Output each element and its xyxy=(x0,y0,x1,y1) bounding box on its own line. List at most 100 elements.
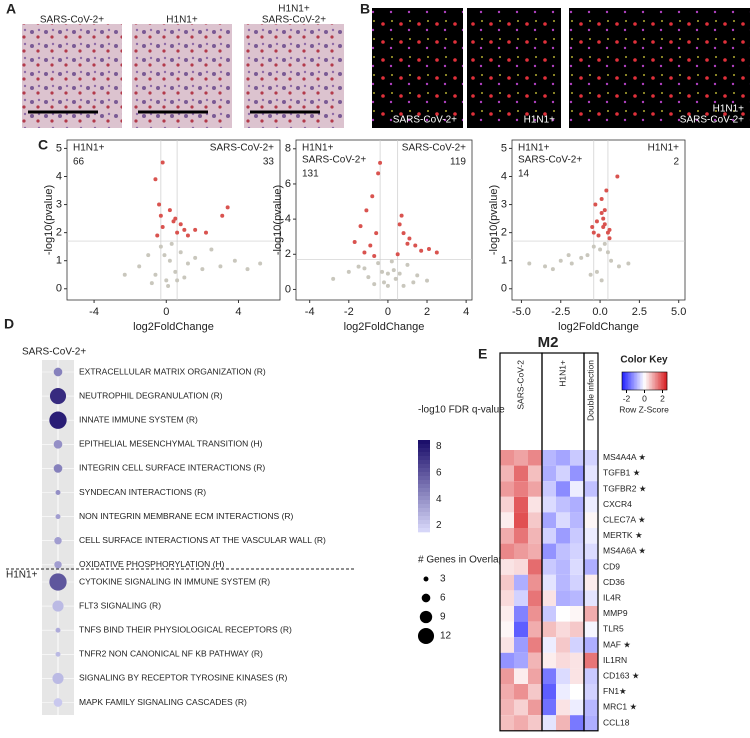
gene-point xyxy=(220,213,225,218)
term-label: NON INTEGRIN MEMBRANE ECM INTERACTIONS (… xyxy=(79,511,294,521)
y-tick-label: 0 xyxy=(285,283,291,295)
heatmap-cell xyxy=(570,715,584,731)
gene-label: MERTK ★ xyxy=(603,530,643,540)
heatmap-cell xyxy=(556,715,570,731)
heatmap-cell xyxy=(514,543,528,560)
heatmap-cell xyxy=(514,621,528,638)
color-bar-step xyxy=(418,488,430,493)
gene-label: TLR5 xyxy=(603,624,624,634)
enrichment-dot xyxy=(55,514,61,520)
key-step xyxy=(650,372,653,390)
gene-point xyxy=(599,210,604,215)
group-header: H1N1+ xyxy=(557,360,567,387)
y-tick-label: 0 xyxy=(501,283,507,295)
gene-point xyxy=(358,224,363,229)
size-key-label: 6 xyxy=(440,593,446,604)
gene-point xyxy=(122,272,127,277)
term-label: TNFS BIND THEIR PHYSIOLOGICAL RECEPTORS … xyxy=(79,624,292,634)
fluorescence-image xyxy=(372,8,463,128)
y-tick-label: 2 xyxy=(56,227,62,239)
heatmap-cell xyxy=(542,715,556,731)
heatmap-cell xyxy=(528,637,542,653)
gene-point xyxy=(356,264,361,269)
key-step xyxy=(628,372,630,390)
gene-point xyxy=(137,264,142,269)
gene-label: FN1★ xyxy=(603,686,627,696)
enrichment-dot xyxy=(55,490,61,495)
gene-point xyxy=(401,231,406,236)
gene-point xyxy=(178,250,183,255)
heatmap-cell xyxy=(556,637,570,653)
gene-label: CD36 xyxy=(603,577,625,587)
y-tick-label: 8 xyxy=(285,143,291,155)
key-step xyxy=(649,372,651,390)
key-step xyxy=(653,372,656,390)
heatmap-cell xyxy=(584,465,598,482)
heatmap-cell xyxy=(556,450,570,466)
key-step xyxy=(662,372,665,390)
heatmap-cell xyxy=(528,606,542,622)
gene-point xyxy=(607,227,612,232)
heatmap-cell xyxy=(514,637,528,653)
color-bar-step xyxy=(418,520,430,525)
heatmap-cell xyxy=(556,465,570,482)
heatmap-cell xyxy=(542,574,556,591)
enrichment-dot xyxy=(53,698,63,707)
group-annotation: SARS-CoV-2+ xyxy=(210,143,274,154)
heatmap-cell xyxy=(584,668,598,684)
color-bar-step xyxy=(418,524,430,529)
heatmap-cell xyxy=(500,715,514,731)
heatmap-cell xyxy=(528,715,542,731)
enrichment-dot xyxy=(49,573,67,591)
heatmap-cell xyxy=(500,559,514,575)
heatmap-cell xyxy=(570,512,584,528)
color-bar-step xyxy=(418,472,430,477)
gene-point xyxy=(426,247,431,252)
gene-label: TGFBR2 ★ xyxy=(603,483,647,493)
key-step xyxy=(664,372,666,390)
heatmap-cell xyxy=(500,668,514,684)
heatmap-cell xyxy=(500,606,514,622)
heatmap-cell xyxy=(528,590,542,606)
heatmap-cell xyxy=(514,574,528,591)
gene-point xyxy=(609,258,614,263)
key-step xyxy=(655,372,657,390)
gene-point xyxy=(405,262,410,267)
heatmap-cell xyxy=(584,481,598,497)
gene-point xyxy=(527,261,532,266)
gene-point xyxy=(153,177,158,182)
heatmap-cell xyxy=(528,621,542,638)
heatmap-cell xyxy=(500,528,514,544)
color-bar-step xyxy=(418,484,430,489)
gene-point xyxy=(389,259,394,264)
gene-point xyxy=(372,254,377,259)
key-step xyxy=(652,372,654,390)
heatmap-cell xyxy=(542,699,556,716)
heatmap-cell xyxy=(542,559,556,575)
heatmap-cell xyxy=(542,543,556,560)
enrichment-dot xyxy=(54,537,62,545)
gene-point xyxy=(419,248,424,253)
gene-point xyxy=(588,272,593,277)
heatmap-cell xyxy=(500,652,514,669)
color-tick-label: 8 xyxy=(436,441,442,452)
color-tick-label: 6 xyxy=(436,467,442,478)
gene-point xyxy=(366,275,371,280)
heatmap-cell xyxy=(500,621,514,638)
gene-point xyxy=(258,261,263,266)
key-step xyxy=(622,372,624,390)
key-step xyxy=(665,372,668,390)
key-step xyxy=(634,372,636,390)
x-axis-title: log2FoldChange xyxy=(133,321,214,333)
y-tick-label: 2 xyxy=(285,248,291,260)
gene-point xyxy=(157,202,162,207)
image-caption: SARS-CoV-2+ xyxy=(680,115,744,126)
group-annotation: H1N1+ xyxy=(302,143,334,154)
gene-point xyxy=(185,233,190,238)
group-annotation: H1N1+ xyxy=(648,143,680,154)
key-step xyxy=(635,372,638,390)
gene-point xyxy=(598,247,603,252)
gene-point xyxy=(607,236,612,241)
heatmap-cell xyxy=(584,574,598,591)
